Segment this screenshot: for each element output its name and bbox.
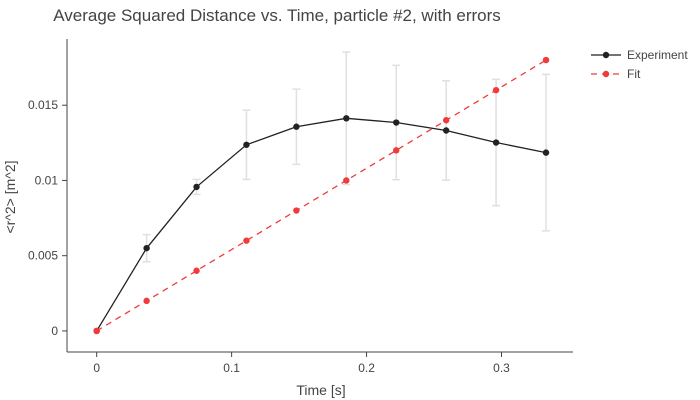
fit-point bbox=[343, 177, 350, 184]
y-tick-label: 0.015 bbox=[28, 98, 58, 112]
fit-point bbox=[143, 297, 150, 305]
x-axis-title: Time [s] bbox=[296, 382, 345, 398]
legend-item-fit[interactable]: Fit bbox=[591, 67, 641, 81]
plot-area: 0 0.1 0.2 0.3 0 0.005 0.01 0.015 bbox=[28, 39, 573, 375]
experiment-point bbox=[492, 139, 500, 146]
experiment-point bbox=[542, 149, 550, 156]
fit-point bbox=[492, 86, 500, 94]
x-tick-label: 0.3 bbox=[493, 361, 510, 375]
fit-point bbox=[193, 267, 200, 274]
experiment-point bbox=[143, 244, 150, 252]
chart-title: Average Squared Distance vs. Time, parti… bbox=[53, 6, 501, 25]
legend[interactable]: Experiment Fit bbox=[591, 48, 688, 81]
experiment-point bbox=[243, 141, 250, 148]
y-tick-label: 0.01 bbox=[35, 173, 59, 187]
experiment-point bbox=[293, 123, 300, 130]
fit-point bbox=[293, 207, 300, 214]
fit-point bbox=[442, 117, 450, 124]
experiment-series-line bbox=[96, 117, 547, 332]
y-tick-label: 0 bbox=[51, 324, 58, 338]
legend-label: Experiment bbox=[627, 48, 688, 62]
x-tick-label: 0.2 bbox=[358, 361, 375, 375]
fit-point bbox=[393, 147, 400, 154]
legend-marker bbox=[602, 70, 610, 78]
legend-marker bbox=[602, 51, 610, 59]
experiment-point bbox=[442, 127, 450, 134]
experiment-point bbox=[193, 183, 200, 191]
fit-point bbox=[542, 56, 550, 64]
y-tick-label: 0.005 bbox=[28, 249, 58, 263]
x-tick-label: 0 bbox=[93, 361, 100, 375]
legend-item-experiment[interactable]: Experiment bbox=[591, 48, 688, 62]
experiment-point bbox=[343, 115, 350, 122]
y-axis-title: <r^2> [m^2] bbox=[2, 160, 18, 233]
fit-series-line bbox=[96, 59, 547, 332]
x-tick-label: 0.1 bbox=[223, 361, 240, 375]
fit-point bbox=[243, 237, 250, 244]
experiment-point bbox=[393, 119, 400, 126]
fit-point bbox=[93, 327, 100, 335]
legend-label: Fit bbox=[627, 67, 641, 81]
